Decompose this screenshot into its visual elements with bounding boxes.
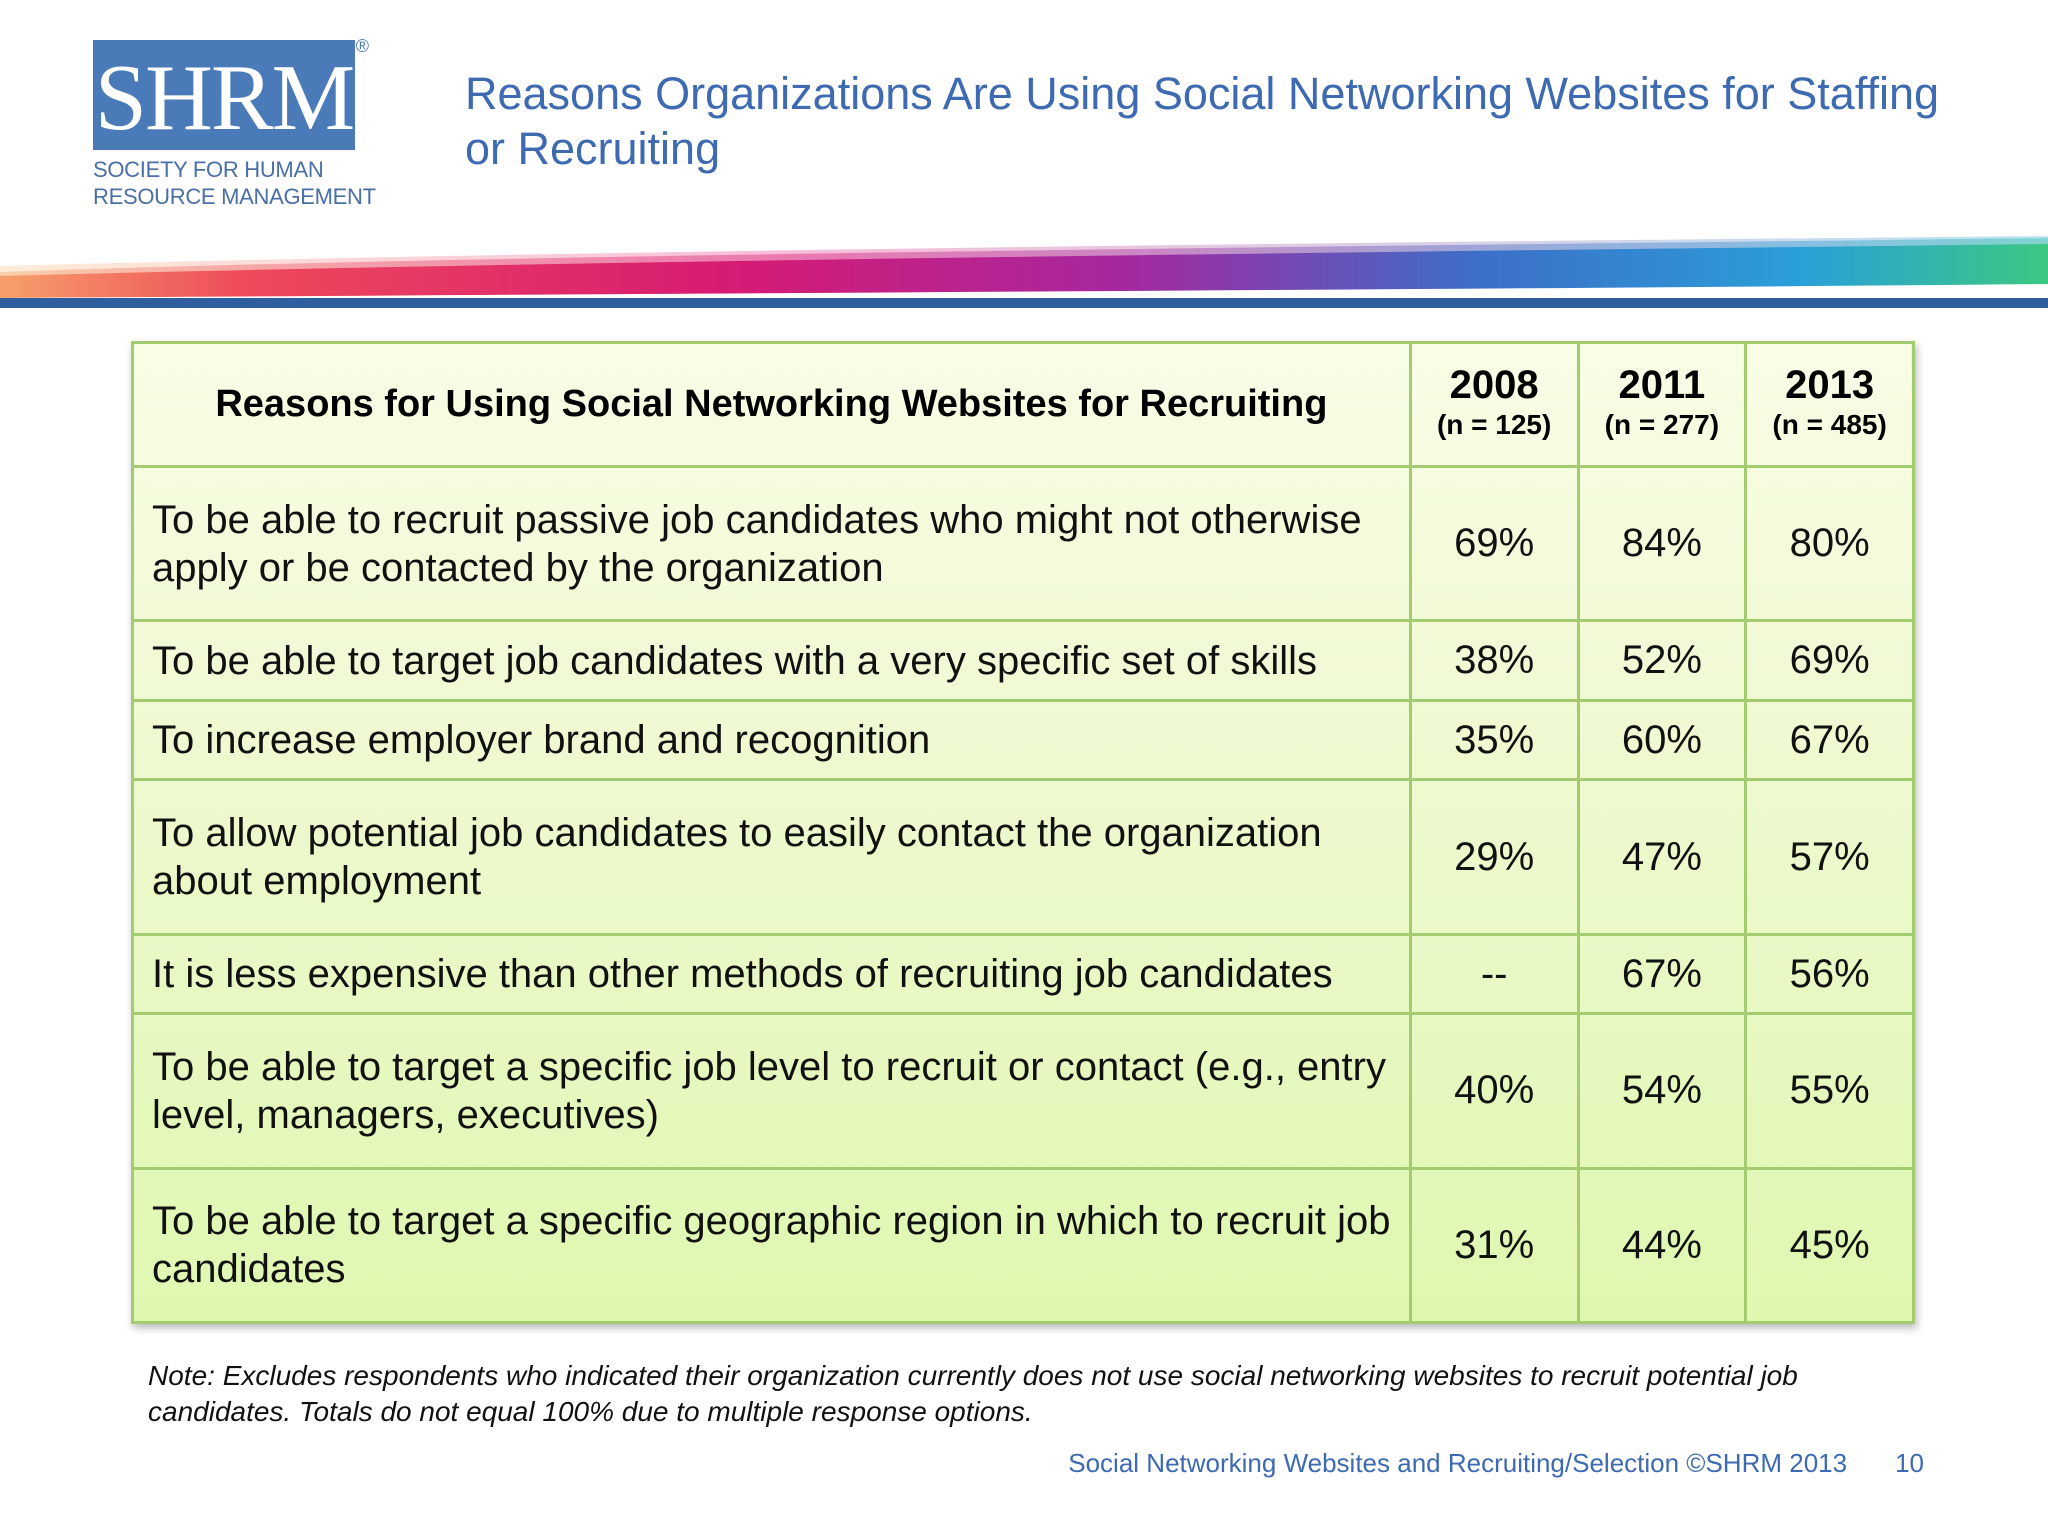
- logo-line-2: RESOURCE MANAGEMENT: [93, 184, 376, 209]
- recruiting-reasons-table-wrapper: Reasons for Using Social Networking Webs…: [131, 341, 1915, 1325]
- value-2013-cell: 69%: [1744, 619, 1915, 702]
- value-2011-cell: 60%: [1576, 698, 1748, 782]
- recruiting-reasons-table: Reasons for Using Social Networking Webs…: [131, 341, 1915, 1325]
- value-2013-cell: 56%: [1744, 932, 1915, 1016]
- logo-letters: SHRM: [94, 46, 355, 150]
- registered-mark: ®: [355, 36, 369, 56]
- table-row: To increase employer brand and recogniti…: [131, 698, 1915, 782]
- value-2013-cell: 80%: [1744, 464, 1915, 623]
- reason-column-header: Reasons for Using Social Networking Webs…: [131, 341, 1412, 468]
- table-footnote: Note: Excludes respondents who indicated…: [148, 1360, 1798, 1427]
- slide-footer: Social Networking Websites and Recruitin…: [1068, 1448, 1924, 1479]
- reason-cell: To be able to target job candidates with…: [131, 619, 1412, 702]
- sample-size-label: (n = 485): [1772, 408, 1887, 440]
- decorative-swoosh-banner: [0, 236, 2048, 308]
- value-2011-cell: 67%: [1576, 932, 1748, 1016]
- value-2008-cell: 31%: [1408, 1166, 1580, 1325]
- page-number: 10: [1895, 1448, 1924, 1478]
- value-2011-cell: 44%: [1576, 1166, 1748, 1325]
- year-2011-header: 2011 (n = 277): [1576, 341, 1748, 468]
- reason-cell: To be able to target a specific job leve…: [131, 1012, 1412, 1170]
- footer-source: Social Networking Websites and Recruitin…: [1068, 1448, 1848, 1478]
- value-2011-cell: 47%: [1576, 778, 1748, 936]
- value-2008-cell: 69%: [1408, 464, 1580, 623]
- table-row: It is less expensive than other methods …: [131, 932, 1915, 1016]
- logo-line-1: SOCIETY FOR HUMAN: [93, 157, 324, 182]
- year-2013-header: 2013 (n = 485): [1744, 341, 1915, 468]
- value-2011-cell: 54%: [1576, 1012, 1748, 1170]
- table-row: To allow potential job candidates to eas…: [131, 778, 1915, 936]
- reason-cell: To be able to recruit passive job candid…: [131, 464, 1412, 623]
- slide-title: Reasons Organizations Are Using Social N…: [465, 68, 1940, 174]
- year-label: 2008: [1449, 362, 1539, 407]
- logo-mark: SHRM ®: [93, 36, 369, 150]
- value-2008-cell: 38%: [1408, 619, 1580, 702]
- table-row: To be able to recruit passive job candid…: [131, 464, 1915, 623]
- reason-cell: To allow potential job candidates to eas…: [131, 778, 1412, 936]
- reason-cell: To be able to target a specific geograph…: [131, 1166, 1412, 1325]
- value-2008-cell: 40%: [1408, 1012, 1580, 1170]
- shrm-logo: SHRM ® SOCIETY FOR HUMAN RESOURCE MANAGE…: [93, 36, 383, 210]
- year-2008-header: 2008 (n = 125): [1408, 341, 1580, 468]
- year-label: 2011: [1618, 362, 1706, 407]
- logo-subtitle: SOCIETY FOR HUMAN RESOURCE MANAGEMENT: [93, 156, 383, 210]
- value-2011-cell: 84%: [1576, 464, 1748, 623]
- value-2013-cell: 67%: [1744, 698, 1915, 782]
- table-row: To be able to target a specific job leve…: [131, 1012, 1915, 1170]
- value-2013-cell: 55%: [1744, 1012, 1915, 1170]
- reason-cell: To increase employer brand and recogniti…: [131, 698, 1412, 782]
- value-2011-cell: 52%: [1576, 619, 1748, 702]
- year-label: 2013: [1785, 362, 1875, 407]
- table-row: To be able to target job candidates with…: [131, 619, 1915, 702]
- value-2008-cell: 29%: [1408, 778, 1580, 936]
- value-2008-cell: 35%: [1408, 698, 1580, 782]
- sample-size-label: (n = 277): [1604, 408, 1720, 440]
- value-2013-cell: 45%: [1744, 1166, 1915, 1325]
- value-2013-cell: 57%: [1744, 778, 1915, 936]
- reason-cell: It is less expensive than other methods …: [131, 932, 1412, 1016]
- value-2008-cell: --: [1408, 932, 1580, 1016]
- table-header-row: Reasons for Using Social Networking Webs…: [131, 341, 1915, 468]
- sample-size-label: (n = 125): [1436, 408, 1552, 440]
- table-row: To be able to target a specific geograph…: [131, 1166, 1915, 1325]
